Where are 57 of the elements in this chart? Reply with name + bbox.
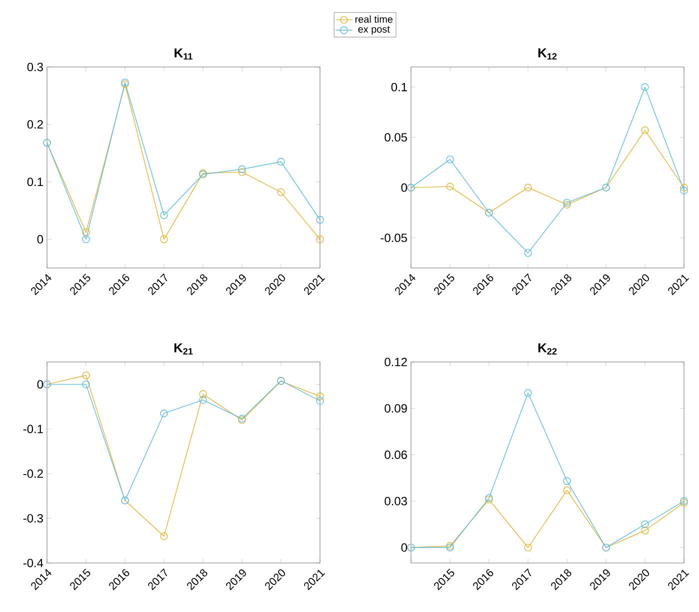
point	[563, 486, 571, 494]
y-tick-label: -0.4	[23, 558, 44, 568]
point	[680, 184, 688, 192]
y-tick-label: 0.06	[384, 450, 407, 459]
legend-label: ex post	[358, 26, 390, 35]
legend-label: real time	[355, 15, 393, 23]
y-tick-label: -0.1	[23, 424, 43, 434]
point	[316, 235, 324, 244]
y-tick-label: 0.2	[27, 120, 43, 129]
point	[563, 477, 571, 485]
point	[82, 380, 90, 388]
point	[524, 389, 532, 397]
y-tick-label: 0.03	[384, 496, 407, 506]
y-tick-label: 0.09	[384, 404, 407, 413]
y-tick-label: 0.12	[384, 358, 407, 366]
point	[316, 392, 324, 400]
y-tick-label: 0	[37, 380, 44, 389]
point	[641, 526, 649, 534]
point	[641, 126, 649, 134]
point	[641, 83, 649, 91]
chart-title: K$_{11}$	[174, 48, 192, 60]
point	[160, 235, 168, 244]
chart-title: K$_{21}$	[174, 343, 193, 354]
point	[680, 186, 688, 194]
y-tick-label: 0	[401, 183, 408, 192]
point	[316, 216, 324, 224]
point	[524, 249, 532, 257]
y-tick-label: -0.05	[380, 234, 407, 242]
point	[316, 397, 324, 405]
point	[446, 182, 454, 190]
point	[82, 372, 90, 380]
point	[641, 520, 649, 528]
chart-title: K$_{12}$	[538, 48, 557, 60]
point	[82, 228, 90, 236]
point	[238, 165, 246, 174]
y-tick-label: 0	[37, 235, 44, 244]
point	[160, 211, 168, 219]
point	[238, 168, 246, 176]
y-tick-label: 0.1	[27, 178, 43, 186]
y-tick-label: 0	[401, 543, 408, 552]
point	[524, 544, 532, 552]
chart-title: K$_{22}$	[538, 343, 557, 354]
point	[446, 156, 454, 164]
point	[524, 184, 532, 192]
point	[277, 188, 285, 196]
point	[563, 200, 571, 209]
point	[199, 390, 207, 398]
y-tick-label: 0.3	[27, 62, 43, 72]
point	[277, 158, 285, 166]
point	[82, 235, 90, 244]
point	[160, 410, 168, 418]
y-tick-label: -0.2	[23, 469, 43, 478]
y-tick-label: 0.1	[391, 82, 407, 92]
point	[160, 532, 168, 540]
y-tick-label: 0.05	[384, 133, 407, 142]
point	[199, 396, 207, 404]
y-tick-label: -0.3	[23, 514, 43, 523]
